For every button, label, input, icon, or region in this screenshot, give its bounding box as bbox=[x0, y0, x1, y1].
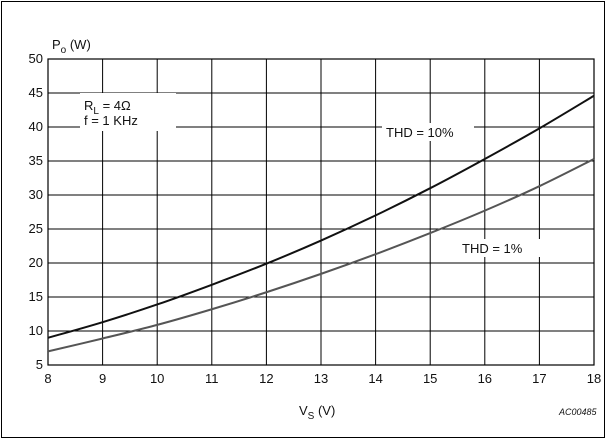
tick-labels: 8 9 10 11 12 13 14 15 16 17 18 5 10 15 20 25 30 35 40 45 50 bbox=[29, 51, 602, 386]
x-tick-label: 14 bbox=[368, 371, 382, 386]
thd1-label-bg bbox=[459, 239, 545, 257]
x-tick-label: 17 bbox=[532, 371, 546, 386]
y-tick-label: 5 bbox=[36, 357, 43, 372]
series-label-thd1: THD = 1% bbox=[462, 241, 523, 256]
freq-annotation: f = 1 KHz bbox=[84, 113, 138, 128]
y-tick-label: 35 bbox=[29, 153, 43, 168]
y-tick-label: 20 bbox=[29, 255, 43, 270]
y-tick-label: 10 bbox=[29, 323, 43, 338]
series-line-1 bbox=[47, 158, 595, 353]
x-axis-label: VS (V) bbox=[299, 403, 335, 422]
x-tick-label: 13 bbox=[314, 371, 328, 386]
x-tick-label: 12 bbox=[259, 371, 273, 386]
x-tick-label: 16 bbox=[478, 371, 492, 386]
x-tick-label: 11 bbox=[205, 371, 219, 386]
x-tick-label: 18 bbox=[587, 371, 601, 386]
grid bbox=[47, 58, 595, 366]
series-label-thd10: THD = 10% bbox=[386, 125, 454, 140]
x-tick-label: 9 bbox=[99, 371, 106, 386]
y-tick-label: 15 bbox=[29, 289, 43, 304]
y-tick-label: 25 bbox=[29, 221, 43, 236]
series-group bbox=[47, 94, 595, 353]
x-tick-label: 15 bbox=[423, 371, 437, 386]
conditions-box bbox=[80, 93, 176, 131]
series-line-0 bbox=[47, 94, 595, 339]
y-tick-label: 50 bbox=[29, 51, 43, 66]
thd10-label-bg bbox=[382, 123, 474, 141]
y-tick-label: 45 bbox=[29, 85, 43, 100]
y-axis-label: Po (W) bbox=[52, 37, 91, 56]
y-tick-label: 40 bbox=[29, 119, 43, 134]
x-tick-label: 10 bbox=[150, 371, 164, 386]
rl-annotation: RL = 4Ω bbox=[84, 98, 131, 117]
plot-area-border bbox=[47, 58, 595, 366]
figure-code: AC00485 bbox=[558, 407, 598, 417]
y-tick-label: 30 bbox=[29, 187, 43, 202]
x-tick-label: 8 bbox=[44, 371, 51, 386]
